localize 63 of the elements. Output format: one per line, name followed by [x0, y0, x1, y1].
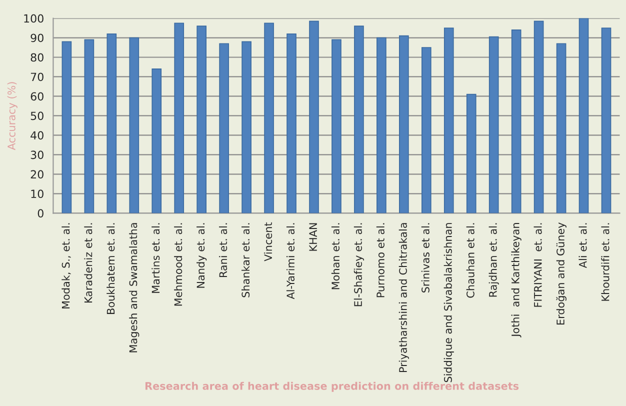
x-tick-label: Al-Yarimi et. al. [286, 223, 295, 300]
x-tick-label: Martins et. al. [152, 223, 160, 293]
y-tick-label: 70 [30, 72, 44, 82]
x-tick-label: Srinivas et al. [421, 223, 430, 292]
bar [601, 28, 612, 214]
bar [466, 94, 476, 214]
bar [444, 28, 454, 214]
bar [242, 41, 252, 214]
bar [534, 20, 544, 214]
bar [129, 37, 140, 214]
x-tick-label: Mohan et. al. [331, 223, 340, 290]
y-tick-label: 10 [31, 190, 44, 198]
bar [488, 36, 499, 214]
bar [174, 22, 184, 214]
x-tick-label: Magesh and Swamalatha [129, 223, 140, 352]
x-tick-label: Khourdifi et. al. [601, 223, 610, 301]
bar [106, 33, 117, 214]
bar [309, 20, 319, 214]
x-tick-label: Boukhatem et. al. [106, 223, 115, 314]
x-tick-label: Rajdhan et. al. [488, 223, 499, 297]
y-tick-label: 80 [30, 53, 44, 62]
x-tick-label: El-Shafiey et. al. [354, 223, 364, 306]
x-tick-label: Modak, S., et. al. [62, 223, 71, 308]
bar [399, 35, 409, 214]
x-tick-label: Vincent [264, 222, 272, 262]
x-tick-label: Karadeniz et al. [84, 223, 92, 303]
bar [511, 30, 522, 214]
bar [219, 43, 229, 214]
x-tick-label: Rani et. al. [219, 223, 228, 278]
x-tick-label: KHAN [309, 223, 317, 251]
bar [62, 41, 72, 214]
x-tick-label: Mehmood et. al. [174, 223, 182, 306]
bar [354, 26, 364, 214]
bar [421, 47, 432, 214]
x-tick-label: Priyatharshini and Chitrakala [398, 223, 409, 372]
bar [196, 26, 207, 214]
x-axis-title: Research area of heart disease prediction on different datasets [145, 382, 519, 392]
y-axis-title: Accuracy (%) [7, 82, 18, 150]
x-tick-label: Shankar et. al. [242, 223, 250, 298]
bar [84, 39, 94, 214]
y-tick-label: 100 [24, 14, 44, 23]
y-tick-label: 30 [30, 150, 44, 160]
x-tick-label: Jothi and Karthikeyan [511, 223, 522, 338]
bar [376, 37, 386, 214]
bar [556, 43, 566, 214]
bar [332, 39, 342, 214]
y-tick-label: 50 [30, 112, 44, 120]
x-tick-label: Erdoğan and Güney [556, 222, 566, 324]
x-tick-label: FITRIYANI et. al. [534, 223, 542, 307]
bar [152, 68, 162, 214]
x-tick-label: Nandy et. al. [196, 223, 207, 288]
y-tick-label: 90 [30, 34, 44, 42]
y-tick-label: 40 [30, 131, 44, 140]
y-tick-label: 0 [38, 209, 44, 218]
bar [286, 33, 296, 214]
x-tick-label: Chauhan et al. [466, 223, 474, 298]
x-tick-label: Purnomo et al. [376, 223, 384, 298]
x-tick-label: Ali et. al. [578, 223, 587, 268]
x-tick-label: Siddique and Sivabalakrishnan [444, 223, 454, 382]
bar [578, 18, 589, 214]
y-tick-label: 60 [30, 92, 44, 101]
bar [264, 22, 274, 214]
y-tick-label: 20 [30, 170, 44, 179]
